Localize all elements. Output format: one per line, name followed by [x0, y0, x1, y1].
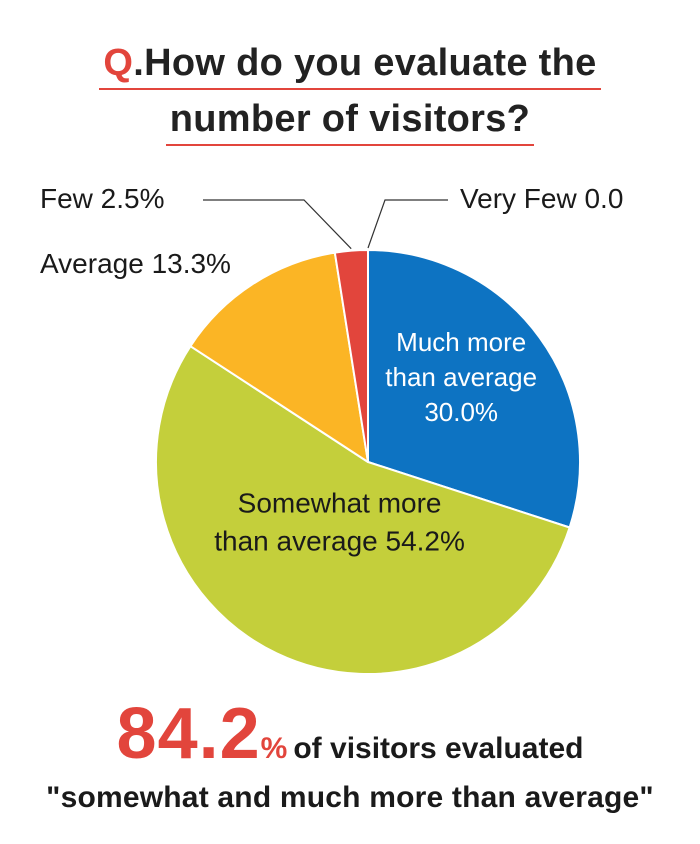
slice-label-few: Few 2.5% [40, 183, 165, 214]
pie-slice-few [333, 249, 369, 463]
chart-title: Q.How do you evaluate the number of visi… [0, 40, 700, 152]
title-line-2: number of visitors? [165, 96, 535, 146]
title-line-1-text: .How do you evaluate the [133, 42, 597, 84]
summary-percent: % [260, 732, 288, 765]
pie-slice-much-more-than-average [367, 249, 581, 529]
title-line-1: Q.How do you evaluate the [99, 40, 601, 90]
slice-label-very-few: Very Few 0.0 [460, 183, 623, 214]
summary-text-1: of visitors evaluated [293, 732, 584, 765]
leader-line-very-few [367, 199, 448, 249]
summary-line-2: "somewhat and much more than average" [46, 781, 654, 814]
leader-line-few [203, 199, 352, 250]
pie-slice-average [189, 251, 369, 463]
summary-line-1: 84.2% of visitors evaluated [0, 694, 700, 774]
title-q-prefix: Q [103, 42, 134, 84]
slice-label-somewhat-more-than-average: Somewhat more than average 54.2% [214, 487, 465, 556]
slice-label-much-more-than-average: Much more than average 30.0% [385, 327, 537, 427]
summary-number: 84.2 [116, 694, 261, 774]
slice-label-average: Average 13.3% [40, 248, 231, 279]
pie-slice-somewhat-more-than-average [155, 345, 571, 675]
